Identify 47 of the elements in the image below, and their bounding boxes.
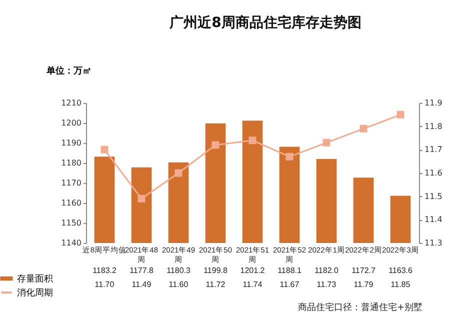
point [248,136,256,144]
point [138,194,146,202]
data-label: 11.49 [132,280,152,289]
data-label: 1199.8 [204,266,228,275]
y-tick-label: 1200 [61,118,82,128]
data-label: 11.74 [242,280,263,289]
y2-tick-label: 11.5 [424,192,442,201]
y2-tick-label: 11.7 [424,145,442,154]
y-tick-label: 1170 [61,178,82,188]
point [360,124,368,132]
y2-tick-label: 11.8 [424,122,442,131]
data-label: 11.85 [390,280,411,289]
data-label: 1177.8 [130,266,154,275]
text: 商品住宅口径：普通住宅+别墅 [298,302,423,314]
y2-tick-label: 11.3 [424,238,442,248]
legend-label: 存量面积 [17,274,53,284]
y-axis-title: 单位：万㎡ [46,66,92,76]
y2-tick-label: 11.9 [424,98,442,108]
data-label: 1201.2 [240,266,266,275]
legend-label: 消化周期 [17,288,53,298]
data-label: 11.72 [206,280,226,289]
y2-tick-label: 11.6 [424,168,442,178]
point [212,141,220,149]
data-label: 11.70 [94,280,115,289]
data-label: 11.67 [280,280,300,289]
point [396,110,404,118]
data-label: 1172.7 [352,266,376,275]
y-tick-label: 1180 [61,158,82,168]
data-label: 1180.3 [166,266,191,275]
data-label: 1182.0 [314,266,339,275]
data-label: 11.60 [168,280,189,289]
point [100,146,108,154]
y-tick-label: 1150 [61,218,82,228]
data-label: 1163.6 [388,266,413,275]
point [286,152,294,160]
data-label: 11.73 [316,280,337,289]
data-label: 11.79 [354,280,374,289]
point [322,138,330,146]
y-tick-label: 1190 [61,138,82,148]
point [174,169,182,177]
y-tick-label: 1140 [61,238,82,248]
y-tick-label: 1160 [61,198,82,208]
y-tick-label: 1210 [61,98,82,108]
y2-tick-label: 11.4 [424,215,442,224]
chart-title: 广州近8周商品住宅库存走势图 [168,14,362,31]
data-label: 1183.2 [92,266,117,275]
data-label: 1188.1 [278,266,302,275]
